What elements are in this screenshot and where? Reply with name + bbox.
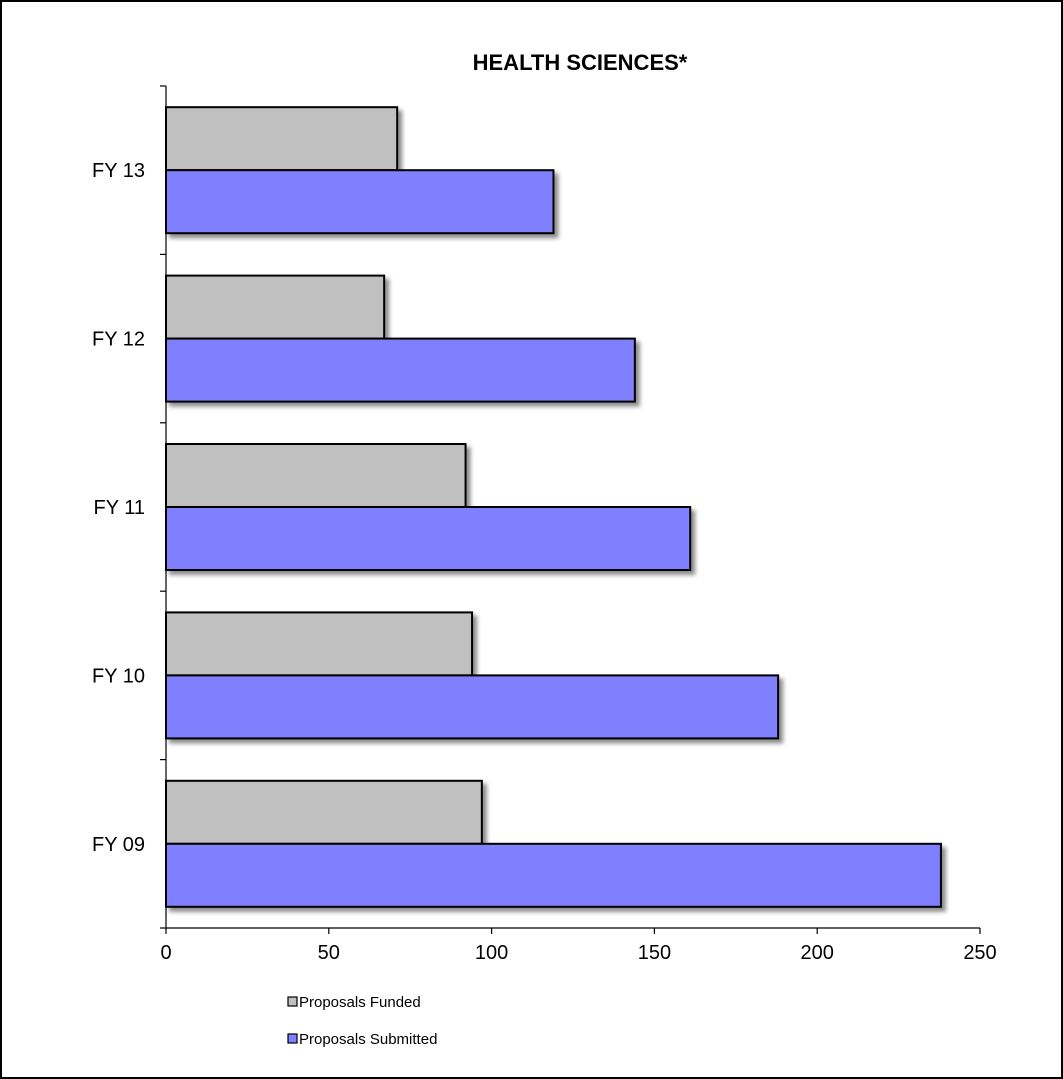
- legend-swatch-submitted: [287, 1033, 298, 1044]
- category-label: FY 12: [92, 329, 145, 351]
- x-tick-label: 0: [160, 942, 171, 964]
- x-tick-label: 150: [638, 942, 671, 964]
- bar-submitted-fy-10[interactable]: [165, 674, 780, 740]
- legend-item-submitted[interactable]: Proposals Submitted: [287, 1031, 437, 1048]
- legend-label-funded: Proposals Funded: [299, 994, 421, 1011]
- legend-label-submitted: Proposals Submitted: [299, 1031, 437, 1048]
- legend-item-funded[interactable]: Proposals Funded: [287, 994, 421, 1011]
- x-tick-label: 100: [475, 942, 508, 964]
- bars-group: [165, 106, 942, 908]
- bar-submitted-fy-09[interactable]: [165, 842, 942, 908]
- category-label: FY 13: [92, 160, 145, 182]
- category-label: FY 09: [92, 834, 145, 856]
- legend-swatch-funded: [287, 996, 298, 1007]
- bar-submitted-fy-12[interactable]: [165, 337, 636, 403]
- category-label: FY 11: [93, 497, 145, 519]
- category-label: FY 10: [92, 665, 145, 687]
- x-tick-label: 200: [801, 942, 834, 964]
- x-tick-label: 50: [318, 942, 340, 964]
- bar-funded-fy-12[interactable]: [165, 274, 386, 340]
- bar-funded-fy-09[interactable]: [165, 779, 483, 845]
- legend: Proposals Funded Proposals Submitted: [287, 994, 437, 1048]
- bar-submitted-fy-13[interactable]: [165, 169, 555, 235]
- bar-funded-fy-11[interactable]: [165, 443, 467, 508]
- x-tick-label: 250: [963, 942, 996, 964]
- chart-title: HEALTH SCIENCES*: [473, 50, 688, 75]
- bar-funded-fy-13[interactable]: [165, 106, 399, 172]
- axes-group: [160, 85, 981, 934]
- bar-submitted-fy-11[interactable]: [165, 506, 692, 571]
- labels-group: FY 13 FY 12 FY 11 FY 10 FY 09 0 50 100 150 200 250: [92, 160, 997, 964]
- bar-funded-fy-10[interactable]: [165, 611, 474, 677]
